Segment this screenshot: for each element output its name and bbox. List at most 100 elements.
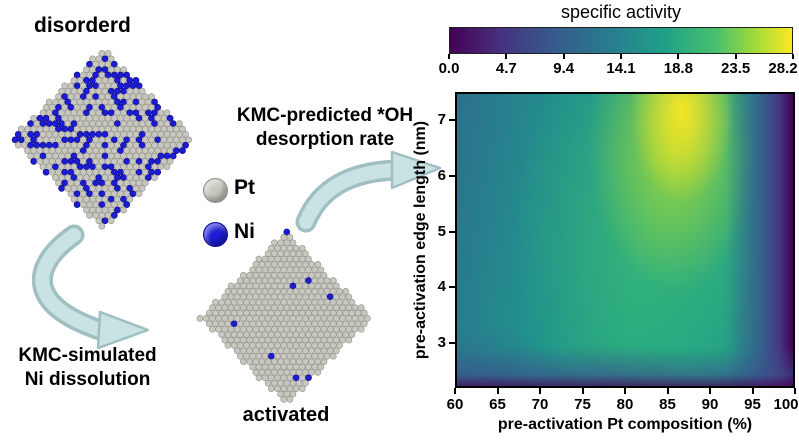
pt-atom: [182, 131, 189, 138]
pt-atom: [311, 309, 319, 317]
pt-atom: [283, 325, 291, 333]
ni-atom: [123, 82, 131, 90]
ni-atom: [114, 206, 121, 214]
ni-atom: [110, 179, 118, 187]
x-tick-label: 65: [489, 396, 506, 413]
pt-atom: [98, 222, 106, 230]
pt-atom: [76, 98, 84, 106]
pt-atom: [289, 304, 297, 311]
pt-atom: [286, 331, 294, 338]
pt-atom: [104, 190, 112, 198]
pt-atom: [79, 201, 87, 208]
pt-atom: [246, 336, 253, 344]
pt-atom: [283, 347, 291, 355]
pt-atom: [289, 358, 297, 365]
colorbar-title: specific activity: [560, 2, 682, 22]
pt-atom: [120, 185, 127, 192]
pt-atom: [286, 255, 294, 263]
pt-atom: [271, 315, 278, 322]
pt-atom: [129, 147, 137, 154]
pt-atom: [320, 336, 328, 344]
ni-atom: [73, 201, 81, 208]
pt-atom: [104, 114, 112, 122]
x-tick-label: 60: [446, 396, 464, 413]
pt-atom: [58, 87, 65, 95]
ni-atom: [61, 136, 69, 144]
pt-atom: [224, 309, 232, 317]
pt-atom: [95, 152, 103, 160]
ni-atom: [52, 109, 59, 117]
pt-legend-label: Pt: [234, 176, 255, 199]
pt-atom: [277, 347, 284, 355]
pt-atom: [101, 87, 109, 95]
pt-atom: [305, 266, 312, 274]
pt-atom: [277, 304, 284, 311]
pt-atom: [58, 109, 65, 117]
pt-atom: [58, 163, 65, 171]
ni-atom: [89, 163, 96, 171]
activated-nanoparticle: [196, 228, 371, 403]
pt-atom: [295, 304, 303, 311]
pt-atom: [320, 347, 328, 355]
pt-atom: [314, 325, 322, 333]
pt-atom: [89, 195, 96, 203]
pt-atom: [320, 315, 328, 322]
pt-atom: [286, 309, 294, 317]
disordered-nanoparticle: [11, 50, 193, 230]
pt-atom: [258, 293, 266, 301]
pt-atom: [336, 320, 343, 328]
pt-atom: [336, 288, 343, 295]
pt-atom: [258, 315, 266, 322]
ni-atom: [79, 179, 87, 187]
pt-atom: [61, 104, 69, 111]
pt-atom: [323, 320, 331, 328]
pt-atom: [302, 293, 309, 301]
ni-atom: [148, 114, 155, 122]
ni-atom: [126, 109, 134, 117]
tick-mark: [677, 54, 680, 59]
pt-atom: [320, 282, 328, 290]
ni-atom: [52, 120, 59, 127]
pt-atom: [166, 136, 174, 144]
pt-atom: [333, 347, 340, 355]
pt-atom: [323, 277, 331, 284]
pt-atom: [157, 120, 165, 127]
pt-atom: [61, 82, 69, 90]
pt-atom: [264, 379, 272, 387]
pt-atom: [280, 234, 288, 241]
pt-atom: [280, 320, 288, 328]
pt-atom: [110, 104, 118, 111]
dissolution-arrow-label-line1: KMC-simulated: [18, 345, 157, 366]
pt-atom: [89, 174, 96, 181]
ni-atom: [132, 77, 140, 84]
pt-atom: [141, 104, 149, 111]
pt-atom: [233, 336, 241, 344]
ni-atom: [138, 131, 146, 138]
pt-atom: [123, 168, 131, 176]
pt-atom: [64, 131, 72, 138]
pt-atom: [280, 331, 288, 338]
pt-atom: [135, 190, 143, 198]
pt-atom: [264, 358, 272, 365]
pt-atom: [104, 104, 112, 111]
pt-atom: [89, 206, 96, 214]
pt-atom: [92, 201, 100, 208]
pt-atom: [289, 369, 297, 376]
pt-atom: [305, 331, 312, 338]
pt-atom: [172, 125, 180, 133]
pt-atom: [271, 347, 278, 355]
pt-atom: [224, 331, 232, 338]
ni-atom: [114, 174, 121, 181]
pt-atom: [255, 298, 263, 306]
pt-atom: [227, 315, 235, 322]
pt-atom: [141, 158, 149, 165]
ni-atom: [110, 60, 118, 68]
pt-atom: [176, 141, 183, 149]
ni-atom: [30, 158, 38, 165]
pt-atom: [305, 363, 312, 371]
pt-atom: [110, 158, 118, 165]
pt-atom: [117, 125, 124, 133]
pt-atom: [274, 385, 281, 392]
pt-atom: [58, 174, 65, 181]
pt-atom: [126, 195, 134, 203]
